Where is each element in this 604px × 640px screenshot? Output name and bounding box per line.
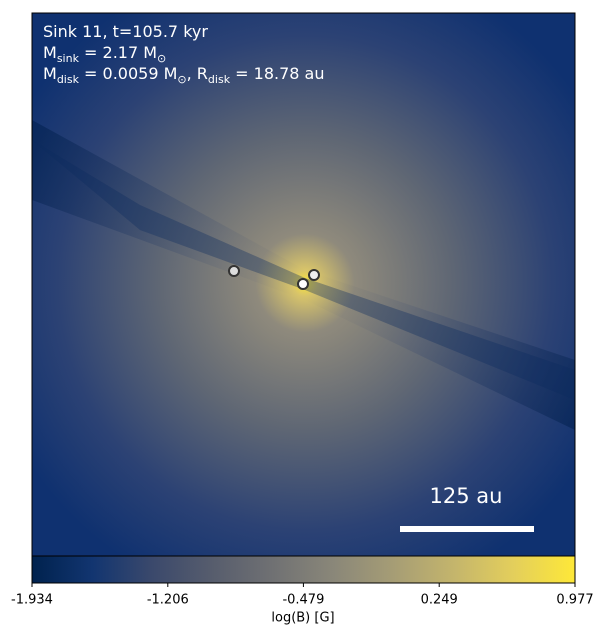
colorbar-label: log(B) [G] <box>271 611 334 626</box>
colorbar-tick-label: -0.479 <box>282 593 324 608</box>
annotation-text: M <box>43 64 57 83</box>
colorbar-tick-label: 0.977 <box>556 593 593 608</box>
annotation-text: = 18.78 au <box>230 64 324 83</box>
annotation-text: = 0.0059 M <box>79 64 177 83</box>
colorbar <box>31 555 576 584</box>
subscript: disk <box>208 73 231 86</box>
scale-bar-label: 125 au <box>430 484 503 508</box>
subscript: disk <box>57 73 80 86</box>
colorbar-tick-label: -1.934 <box>11 593 53 608</box>
field-image <box>32 13 575 556</box>
colorbar-tick-label: 0.249 <box>421 593 458 608</box>
annotation-text: M <box>43 43 57 62</box>
subscript: ⊙ <box>157 52 166 65</box>
annotation-line: Mdisk = 0.0059 M⊙, Rdisk = 18.78 au <box>43 64 324 86</box>
sink-particles <box>228 265 320 290</box>
subscript: sink <box>57 52 80 65</box>
annotation-text: Sink 11, t=105.7 kyr <box>43 22 208 41</box>
annotation-text: , R <box>187 64 208 83</box>
annotation-text: = 2.17 M <box>79 43 157 62</box>
annotation-line: Sink 11, t=105.7 kyr <box>43 22 208 41</box>
scale-bar <box>400 526 534 532</box>
colorbar-tick-label: -1.206 <box>147 593 189 608</box>
subscript: ⊙ <box>177 73 186 86</box>
annotation-line: Msink = 2.17 M⊙ <box>43 43 166 65</box>
